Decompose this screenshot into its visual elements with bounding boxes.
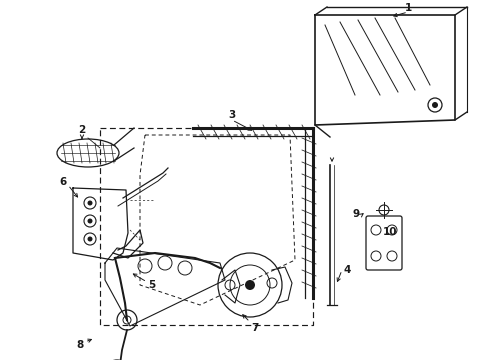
Circle shape xyxy=(432,102,438,108)
Text: 2: 2 xyxy=(78,125,86,135)
Text: 10: 10 xyxy=(383,227,397,237)
Text: 8: 8 xyxy=(76,340,84,350)
Text: 6: 6 xyxy=(59,177,67,187)
Text: 4: 4 xyxy=(343,265,351,275)
Text: 5: 5 xyxy=(148,280,156,290)
Circle shape xyxy=(88,237,93,242)
Circle shape xyxy=(245,280,255,290)
Text: 3: 3 xyxy=(228,110,236,120)
Text: 1: 1 xyxy=(404,3,412,13)
Circle shape xyxy=(88,201,93,206)
Text: 9: 9 xyxy=(352,209,360,219)
Text: 7: 7 xyxy=(251,323,259,333)
Circle shape xyxy=(88,219,93,224)
